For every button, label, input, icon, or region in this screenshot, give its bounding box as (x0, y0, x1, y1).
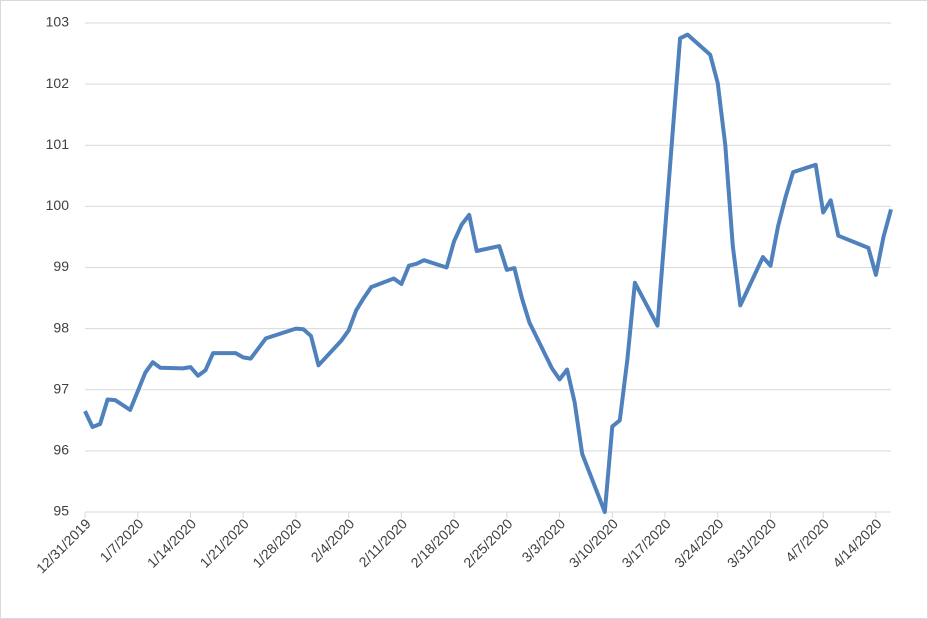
y-tick-label: 102 (46, 75, 70, 91)
y-tick-label: 103 (46, 14, 70, 30)
y-tick-label: 99 (53, 258, 69, 274)
y-tick-label: 95 (53, 503, 69, 519)
y-tick-label: 100 (46, 197, 70, 213)
y-tick-label: 98 (53, 319, 69, 335)
data-line (83, 32, 893, 514)
y-tick-label: 101 (46, 136, 70, 152)
y-tick-label: 96 (53, 442, 69, 458)
y-tick-label: 97 (53, 380, 69, 396)
